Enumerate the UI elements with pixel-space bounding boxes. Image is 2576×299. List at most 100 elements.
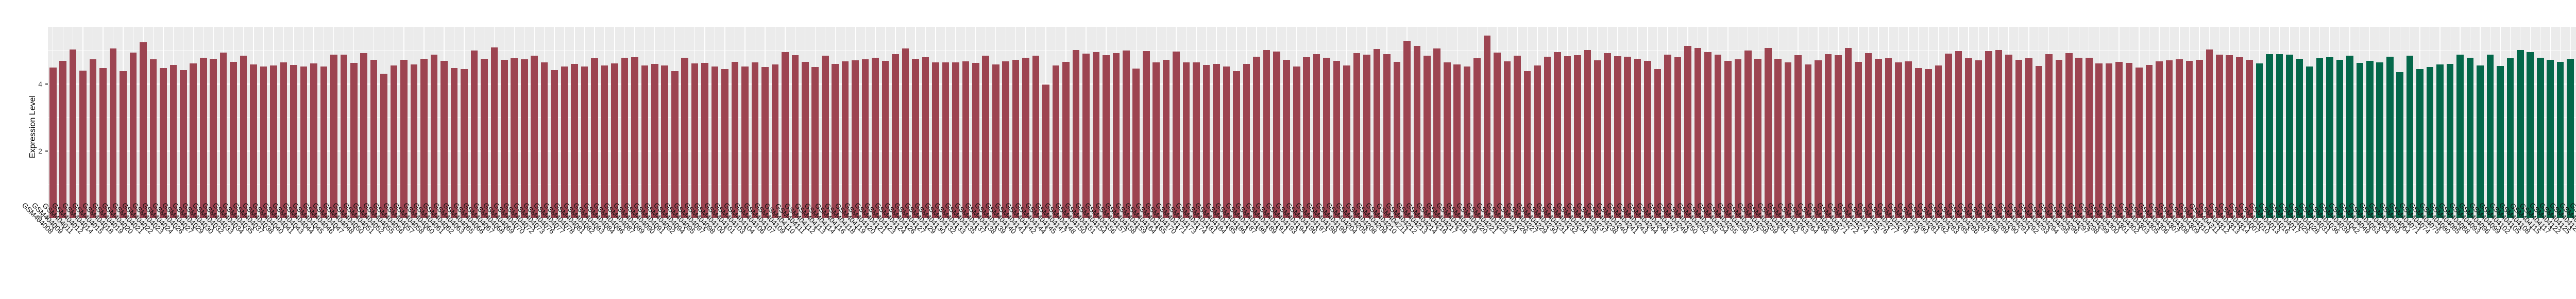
x-axis-tick: [1396, 227, 1398, 229]
bar: [2215, 55, 2223, 218]
x-axis-tick: [2179, 227, 2180, 229]
x-axis-tick: [2399, 227, 2400, 229]
x-axis-tick: [2530, 227, 2531, 229]
bar: [69, 49, 77, 218]
x-axis-tick: [2048, 227, 2049, 229]
gridline-major: [48, 218, 2576, 219]
x-axis-tick: [985, 227, 987, 229]
x-axis-tick: [824, 227, 826, 229]
bar: [1634, 59, 1641, 218]
bar: [2145, 64, 2153, 218]
bar: [1724, 60, 1732, 218]
x-axis-tick: [1326, 227, 1327, 229]
x-axis-tick: [2449, 227, 2451, 229]
x-axis-tick: [2008, 227, 2009, 229]
bar: [1353, 53, 1361, 218]
bar: [571, 64, 578, 218]
bar: [821, 56, 829, 218]
x-axis-tick: [1707, 227, 1708, 229]
bar: [2326, 57, 2333, 218]
bar: [1895, 62, 1902, 218]
bar: [149, 59, 157, 218]
bar: [2156, 61, 2163, 218]
x-axis-tick: [1015, 227, 1016, 229]
x-axis-tick: [444, 227, 445, 229]
x-axis-tick: [523, 227, 525, 229]
bar: [290, 64, 297, 218]
bar: [170, 64, 177, 218]
x-axis-tick: [1366, 227, 1367, 229]
bar: [912, 58, 919, 218]
bar: [1794, 55, 1802, 218]
x-axis-tick: [674, 227, 675, 229]
bar: [942, 62, 950, 218]
x-axis-tick: [734, 227, 736, 229]
x-axis-tick: [1637, 227, 1638, 229]
x-axis-tick: [2439, 227, 2441, 229]
bar: [1925, 69, 1933, 218]
bar: [2436, 64, 2444, 218]
bar: [1624, 57, 1631, 218]
bar: [1905, 61, 1912, 218]
x-axis-tick: [684, 227, 685, 229]
x-axis-tick: [1567, 227, 1568, 229]
x-axis-tick: [1898, 227, 1899, 229]
x-axis-tick: [624, 227, 625, 229]
bar: [470, 51, 478, 218]
x-axis-tick: [844, 227, 846, 229]
x-axis-tick: [614, 227, 615, 229]
x-axis-tick: [2209, 227, 2210, 229]
y-axis-tick: [45, 151, 48, 152]
x-axis-tick: [2309, 227, 2310, 229]
x-axis-tick: [494, 227, 495, 229]
x-axis-tick: [2469, 227, 2471, 229]
bar: [591, 58, 598, 218]
x-axis-tick: [1958, 227, 1959, 229]
bar: [2185, 61, 2193, 218]
bar: [1494, 52, 1501, 218]
bar: [1554, 52, 1561, 218]
bar: [1544, 56, 1551, 218]
x-axis-tick: [202, 227, 204, 229]
x-axis-tick: [2249, 227, 2250, 229]
bar: [340, 54, 348, 218]
x-axis-tick: [855, 227, 856, 229]
bar: [561, 67, 568, 218]
x-axis-tick: [112, 227, 114, 229]
x-axis-tick: [2239, 227, 2240, 229]
bar: [1423, 55, 1431, 218]
x-axis-tick: [694, 227, 696, 229]
x-axis-tick: [835, 227, 836, 229]
x-axis-tick: [484, 227, 485, 229]
bar: [2536, 57, 2544, 218]
x-axis-tick: [1807, 227, 1809, 229]
bar: [380, 73, 387, 218]
x-axis-tick: [92, 227, 94, 229]
bar: [551, 70, 558, 218]
bar: [330, 55, 337, 218]
x-axis-tick: [1136, 227, 1137, 229]
x-axis-tick: [805, 227, 806, 229]
bar: [2115, 62, 2123, 218]
x-axis-tick: [1777, 227, 1778, 229]
x-axis-tick: [514, 227, 515, 229]
bar: [711, 67, 719, 218]
x-axis-tick: [1035, 227, 1037, 229]
bar: [1202, 64, 1210, 218]
x-axis-tick: [744, 227, 745, 229]
y-axis-tick: [45, 84, 48, 85]
x-axis-tick: [1306, 227, 1307, 229]
bar: [1644, 61, 1651, 218]
bar: [1945, 53, 1952, 218]
bar: [260, 67, 267, 218]
x-axis-tick: [2058, 227, 2060, 229]
x-axis-tick: [1226, 227, 1227, 229]
bar: [1032, 56, 1040, 218]
bar: [761, 67, 769, 218]
x-axis-tick: [2218, 227, 2220, 229]
x-axis-tick: [1827, 227, 1829, 229]
x-axis-tick: [62, 227, 63, 229]
x-axis-tick: [1486, 227, 1488, 229]
bar: [1383, 54, 1391, 218]
